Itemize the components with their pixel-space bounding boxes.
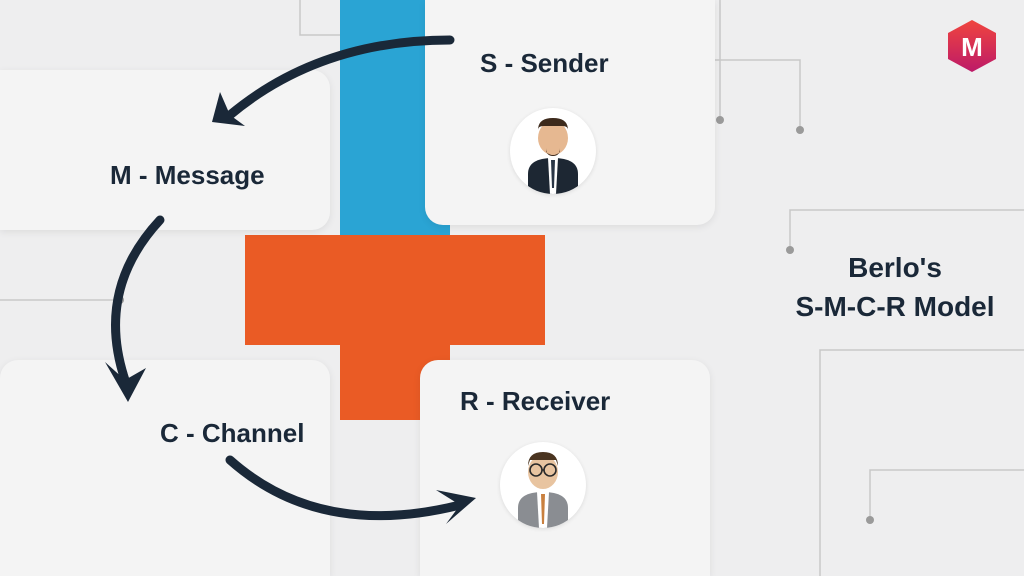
arrow-message-to-channel <box>80 210 220 410</box>
label-message: M - Message <box>110 160 265 191</box>
person-icon <box>510 108 596 194</box>
diagram-title: Berlo's S-M-C-R Model <box>780 248 1010 326</box>
label-sender: S - Sender <box>480 48 609 79</box>
person-glasses-icon <box>500 442 586 528</box>
svg-text:M: M <box>961 32 983 62</box>
title-line2: S-M-C-R Model <box>795 291 994 322</box>
arrow-channel-to-receiver <box>210 450 490 550</box>
arrow-sender-to-message <box>190 30 470 150</box>
title-line1: Berlo's <box>848 252 942 283</box>
label-channel: C - Channel <box>160 418 304 449</box>
avatar-receiver <box>500 442 586 528</box>
label-receiver: R - Receiver <box>460 386 610 417</box>
brand-logo: M <box>944 18 1000 74</box>
avatar-sender <box>510 108 596 194</box>
